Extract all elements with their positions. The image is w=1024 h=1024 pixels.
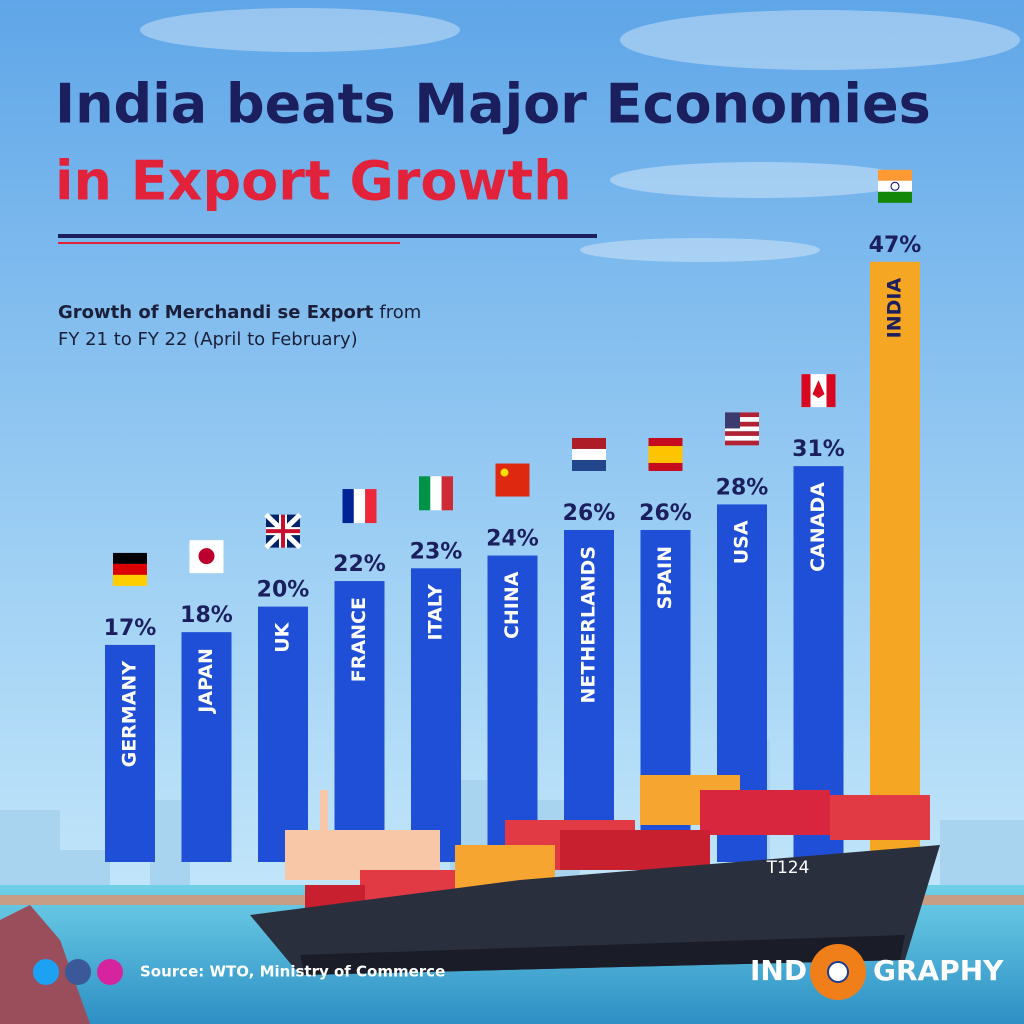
flag [500, 468, 509, 477]
subtitle: Growth of Merchandi se Export from [58, 302, 421, 323]
flag [113, 574, 147, 586]
flag [878, 191, 912, 203]
flag [419, 476, 431, 511]
category-label: CHINA [501, 571, 523, 639]
social-icons [33, 959, 123, 985]
category-label: FRANCE [348, 597, 370, 682]
category-label: INDIA [884, 278, 906, 339]
flag [648, 445, 683, 463]
flag [725, 440, 759, 446]
flag [878, 169, 912, 181]
title: India beats Major Economies [55, 73, 931, 136]
value-label: 22% [333, 552, 386, 577]
flag [572, 459, 606, 471]
category-label: GERMANY [119, 661, 141, 768]
value-label: 26% [639, 501, 692, 526]
category-label: USA [731, 520, 753, 564]
ship-label: T124 [766, 858, 810, 878]
value-label: 31% [792, 437, 845, 462]
subtitle: FY 21 to FY 22 (April to February) [58, 329, 358, 350]
ship: T124 [250, 775, 940, 975]
bar [411, 568, 461, 862]
value-label: 18% [180, 603, 233, 628]
bar [105, 644, 155, 862]
flag [495, 463, 530, 497]
flag [725, 417, 759, 422]
category-label: SPAIN [654, 546, 676, 610]
flag [725, 412, 759, 418]
flag [812, 380, 825, 399]
value-label: 28% [716, 475, 769, 500]
bar [258, 606, 308, 862]
flag [113, 563, 147, 575]
twitter-icon[interactable] [33, 959, 59, 985]
bar [181, 632, 232, 862]
flag [198, 548, 215, 565]
flag [826, 374, 836, 408]
brand: IND [750, 954, 807, 987]
flag [113, 552, 147, 564]
facebook-icon[interactable] [65, 959, 91, 985]
flag [353, 489, 366, 524]
flag [430, 476, 442, 511]
category-label: NETHERLANDS [578, 546, 600, 704]
brand: GRAPHY [873, 954, 1004, 987]
flag [801, 374, 811, 408]
flag [266, 514, 300, 548]
value-label: 26% [563, 501, 616, 526]
bar [870, 261, 920, 862]
flag [725, 426, 759, 432]
title: in Export Growth [55, 150, 572, 213]
flag [725, 431, 759, 436]
flag [725, 435, 759, 441]
brand-logo [827, 961, 849, 983]
bar [487, 555, 538, 862]
value-label: 17% [104, 616, 157, 641]
flag [342, 489, 354, 524]
clouds [140, 8, 1020, 262]
category-label: ITALY [425, 584, 447, 640]
bar [334, 581, 385, 862]
flag [572, 437, 606, 449]
category-label: CANADA [807, 482, 829, 572]
value-label: 23% [410, 539, 463, 564]
flag [441, 476, 453, 511]
value-label: 24% [486, 527, 539, 552]
instagram-icon[interactable] [97, 959, 123, 985]
bar [564, 529, 614, 862]
category-label: JAPAN [195, 648, 217, 715]
flag [365, 489, 377, 524]
flag [890, 181, 900, 191]
value-label: 47% [869, 233, 922, 258]
subtitle-text: from [379, 302, 421, 323]
flag [878, 180, 912, 192]
flag [725, 412, 740, 429]
flag [725, 421, 759, 427]
flag [572, 448, 606, 460]
category-label: UK [272, 621, 294, 652]
value-label: 20% [257, 578, 310, 603]
subtitle-bold: Growth of Merchandi se Export [58, 302, 374, 323]
source: Source: WTO, Ministry of Commerce [140, 963, 445, 981]
